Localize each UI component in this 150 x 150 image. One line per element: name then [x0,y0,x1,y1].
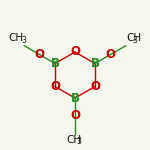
Text: B: B [70,92,80,105]
Text: CH: CH [127,33,142,43]
Text: O: O [105,48,115,61]
Text: O: O [90,80,100,93]
Text: CH: CH [67,135,82,145]
Text: O: O [70,45,80,58]
Text: O: O [35,48,45,61]
Text: B: B [51,57,60,70]
Text: 3: 3 [132,36,137,45]
Text: O: O [70,109,80,122]
Text: CH: CH [8,33,23,43]
Text: B: B [90,57,99,70]
Text: O: O [50,80,60,93]
Text: 3: 3 [76,137,81,146]
Text: 3: 3 [21,36,26,45]
